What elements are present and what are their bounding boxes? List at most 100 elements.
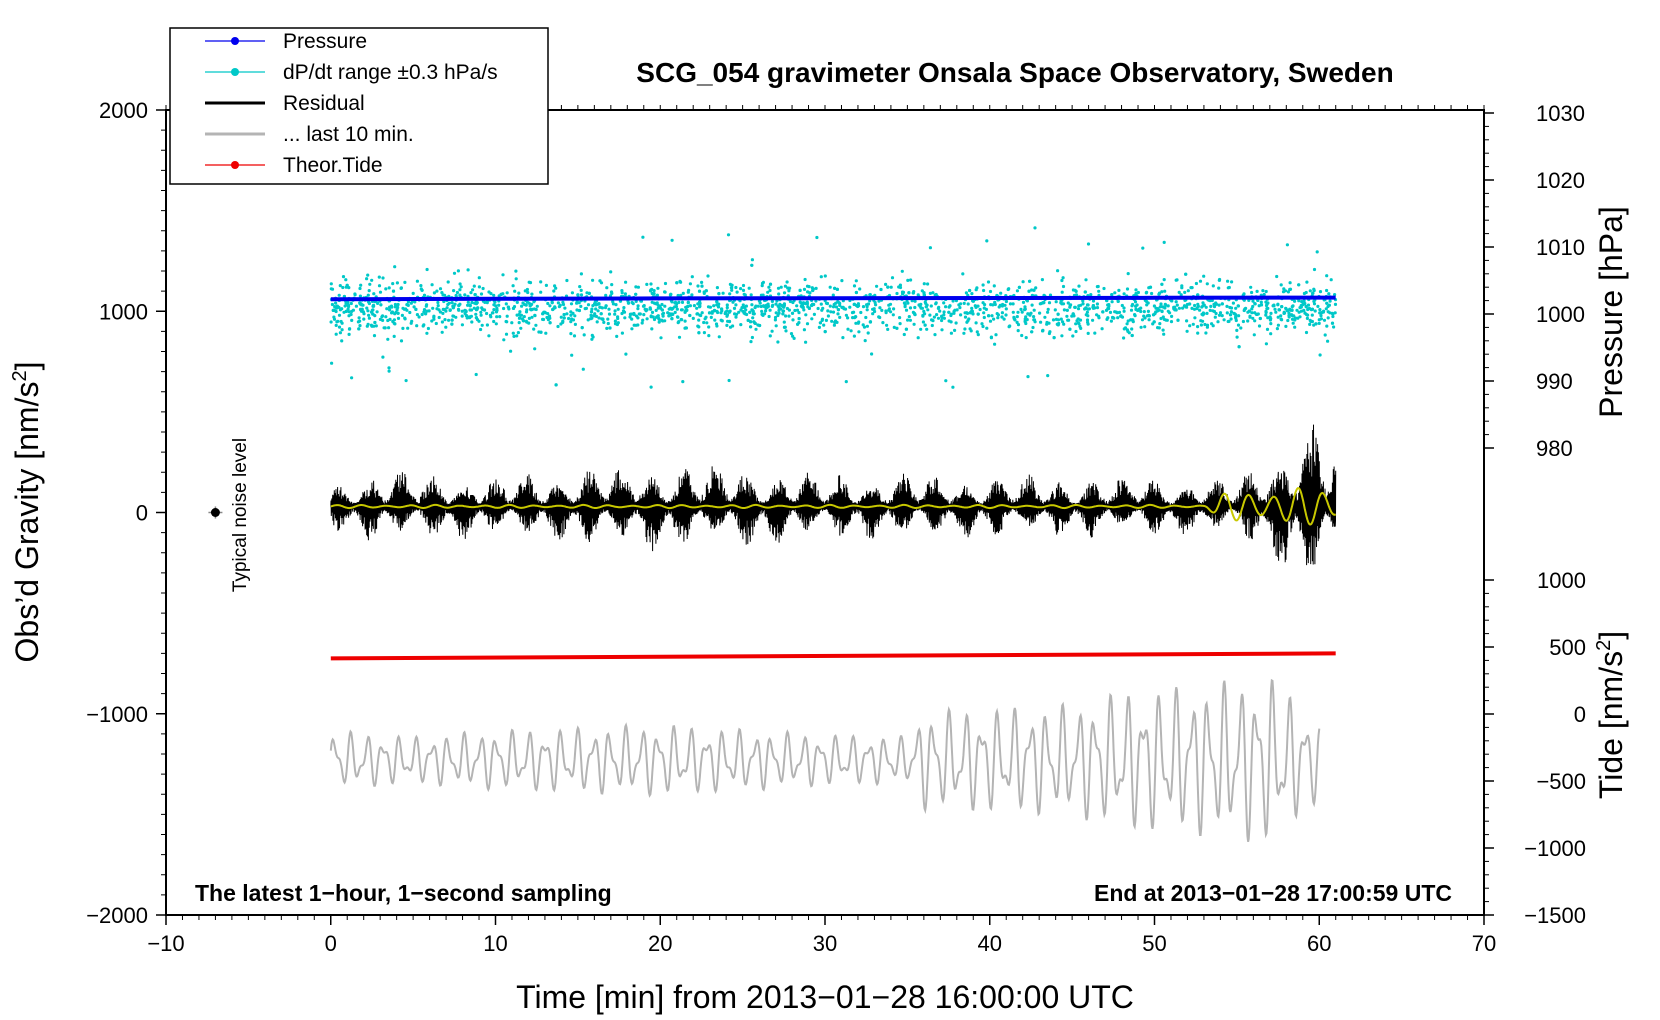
dpdt-point [1160, 309, 1164, 313]
dpdt-point [1157, 326, 1161, 330]
dpdt-point [820, 318, 824, 322]
dpdt-point [951, 299, 955, 303]
dpdt-point [432, 317, 436, 321]
dpdt-point [966, 319, 970, 323]
dpdt-point [1159, 302, 1163, 306]
dpdt-point [744, 308, 748, 312]
dpdt-point [366, 273, 370, 277]
dpdt-point [388, 305, 392, 309]
dpdt-point [384, 315, 388, 319]
dpdt-point [1020, 333, 1024, 338]
dpdt-point [797, 311, 801, 315]
dpdt-point [1023, 319, 1027, 323]
dpdt-point [878, 315, 882, 320]
dpdt-point [670, 317, 674, 321]
dpdt-point [387, 326, 391, 330]
dpdt-point [480, 323, 484, 327]
dpdt-point [770, 299, 775, 303]
dpdt-point [1024, 336, 1028, 340]
dpdt-point [371, 312, 375, 316]
dpdt-point [947, 319, 951, 323]
dpdt-point [997, 305, 1001, 309]
dpdt-point [1276, 315, 1280, 319]
dpdt-point [1279, 317, 1283, 321]
dpdt-point [349, 301, 353, 306]
dpdt-point [897, 285, 901, 289]
dpdt-point [859, 310, 863, 315]
dpdt-point [451, 306, 455, 310]
dpdt-point [1325, 274, 1329, 278]
dpdt-point [911, 291, 915, 295]
dpdt-point [1310, 313, 1314, 317]
dpdt-point [1161, 315, 1165, 319]
dpdt-point [381, 276, 385, 280]
dpdt-point [836, 312, 840, 316]
dpdt-point [620, 331, 625, 335]
dpdt-point [1326, 316, 1330, 320]
dpdt-point [1212, 304, 1217, 309]
dpdt-point [468, 304, 472, 308]
dpdt-point [1303, 311, 1307, 315]
dpdt-point [917, 303, 921, 307]
dpdt-point [985, 326, 989, 330]
dpdt-point [532, 307, 537, 311]
dpdt-point [539, 280, 543, 284]
dpdt-point [1290, 308, 1294, 312]
dpdt-point [922, 291, 926, 295]
dpdt-point [1125, 328, 1129, 332]
dpdt-point [821, 306, 825, 310]
dpdt-point [422, 308, 427, 312]
dpdt-point [854, 279, 858, 283]
dpdt-point [422, 293, 427, 297]
dpdt-point [796, 322, 800, 326]
dpdt-point [1109, 319, 1113, 323]
dpdt-point [1073, 288, 1077, 292]
dpdt-point [908, 306, 913, 310]
dpdt-point [663, 281, 668, 286]
dpdt-point [370, 278, 374, 282]
dpdt-point [1306, 307, 1310, 312]
dpdt-point [719, 311, 723, 315]
dpdt-point [695, 306, 699, 310]
dpdt-point [596, 309, 600, 313]
dpdt-point [816, 306, 820, 311]
dpdt-point [477, 285, 481, 289]
dpdt-point [344, 278, 348, 282]
dpdt-point [926, 282, 930, 286]
dpdt-point [474, 300, 478, 304]
dpdt-point [468, 316, 472, 320]
dpdt-point [1054, 300, 1058, 304]
dpdt-point [366, 309, 370, 313]
dpdt-point [341, 275, 346, 279]
dpdt-point [393, 305, 397, 309]
dpdt-point [543, 311, 548, 315]
dpdt-point [607, 312, 612, 316]
dpdt-point [338, 308, 342, 312]
dpdt-point [1291, 321, 1295, 325]
dpdt-point [1004, 313, 1008, 317]
dpdt-point [1211, 309, 1215, 313]
dpdt-point [613, 312, 617, 316]
dpdt-point [415, 324, 419, 328]
dpdt-point [387, 366, 391, 370]
dpdt-point [1264, 300, 1268, 304]
dpdt-point [823, 330, 827, 334]
dpdt-point [782, 325, 787, 329]
dpdt-point [1107, 303, 1111, 307]
dpdt-point [750, 308, 755, 312]
dpdt-point [626, 301, 631, 305]
dpdt-point [332, 317, 337, 321]
dpdt-point [1312, 288, 1316, 293]
dpdt-point [337, 313, 342, 317]
dpdt-point [924, 305, 928, 309]
dpdt-point [838, 315, 842, 319]
dpdt-point [1175, 278, 1179, 282]
dpdt-point [1084, 306, 1088, 310]
dpdt-point [703, 317, 707, 321]
dpdt-point [479, 292, 484, 296]
dpdt-point [729, 286, 734, 290]
dpdt-point [650, 310, 655, 314]
dpdt-point [975, 286, 979, 290]
dpdt-point [422, 323, 426, 327]
dpdt-point [1030, 303, 1034, 307]
